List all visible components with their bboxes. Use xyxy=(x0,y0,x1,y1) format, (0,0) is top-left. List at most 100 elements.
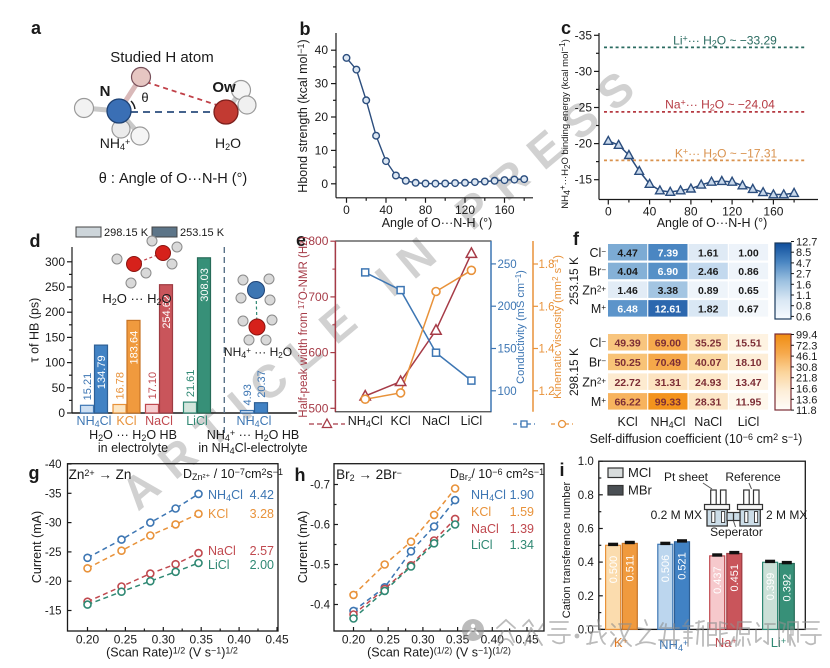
svg-text:160: 160 xyxy=(494,203,514,217)
svg-text:τ of HB (ps): τ of HB (ps) xyxy=(28,298,42,363)
svg-text:LiCl: LiCl xyxy=(186,414,208,428)
svg-text:H2O: H2O xyxy=(215,135,241,152)
svg-text:80: 80 xyxy=(684,205,698,219)
svg-text:500: 500 xyxy=(308,401,328,415)
svg-text:-35: -35 xyxy=(45,488,62,500)
svg-text:15.21: 15.21 xyxy=(82,373,94,401)
svg-text:298.15 K: 298.15 K xyxy=(567,348,581,396)
svg-text:h: h xyxy=(295,465,306,485)
svg-text:40: 40 xyxy=(379,203,393,217)
svg-text:KCl: KCl xyxy=(116,414,136,428)
svg-text:0.30: 0.30 xyxy=(411,633,435,647)
svg-text:120: 120 xyxy=(455,203,475,217)
svg-text:NH4+ ··· H2O: NH4+ ··· H2O xyxy=(224,345,292,360)
svg-text:1.2: 1.2 xyxy=(539,386,555,398)
svg-text:0.8: 0.8 xyxy=(796,301,811,313)
svg-text:134.79: 134.79 xyxy=(96,355,108,389)
svg-text:0.45: 0.45 xyxy=(265,633,289,647)
svg-text:KCl: KCl xyxy=(208,507,228,521)
svg-text:1.8: 1.8 xyxy=(539,259,555,271)
svg-text:c: c xyxy=(561,18,571,38)
svg-text:MBr: MBr xyxy=(628,483,653,498)
svg-text:NH4Cl: NH4Cl xyxy=(471,488,506,503)
svg-text:NH4+: NH4+ xyxy=(100,135,131,152)
svg-text:4.7: 4.7 xyxy=(796,258,811,270)
svg-text:-15: -15 xyxy=(45,606,62,618)
svg-text:NH4+···H2O binding energy (kca: NH4+···H2O binding energy (kcal mol−1) xyxy=(558,39,572,209)
svg-text:69.00: 69.00 xyxy=(655,338,681,350)
svg-text:0.89: 0.89 xyxy=(698,285,719,297)
svg-text:50: 50 xyxy=(52,381,66,395)
svg-text:4.47: 4.47 xyxy=(617,248,638,260)
svg-text:KCl: KCl xyxy=(391,414,411,428)
svg-text:50.25: 50.25 xyxy=(614,357,640,369)
svg-text:600: 600 xyxy=(308,346,328,360)
svg-text:12.61: 12.61 xyxy=(655,304,681,316)
svg-text:Studied H atom: Studied H atom xyxy=(110,49,213,66)
svg-text:200: 200 xyxy=(45,305,65,319)
svg-text:1.6: 1.6 xyxy=(539,301,555,313)
svg-text:0.20: 0.20 xyxy=(342,633,366,647)
svg-text:1.4: 1.4 xyxy=(539,344,556,356)
svg-text:H2O ··· H2O HB: H2O ··· H2O HB xyxy=(89,428,177,443)
svg-text:100: 100 xyxy=(45,356,65,370)
svg-text:LiCl: LiCl xyxy=(461,414,483,428)
svg-text:θ : Angle of O···N-H (°): θ : Angle of O···N-H (°) xyxy=(99,171,247,187)
svg-text:0: 0 xyxy=(58,406,65,420)
svg-text:0: 0 xyxy=(321,177,328,191)
svg-text:1.6: 1.6 xyxy=(796,279,811,291)
svg-text:NaCl: NaCl xyxy=(145,414,173,428)
svg-text:NaCl: NaCl xyxy=(208,544,236,558)
svg-text:253.15 K: 253.15 K xyxy=(180,227,225,239)
svg-text:0.20: 0.20 xyxy=(76,633,100,647)
svg-text:Angle of O···N-H (°): Angle of O···N-H (°) xyxy=(657,216,768,230)
svg-text:0.25: 0.25 xyxy=(377,633,401,647)
svg-text:0.500: 0.500 xyxy=(608,556,620,584)
svg-text:150: 150 xyxy=(498,344,517,356)
svg-text:Seperator: Seperator xyxy=(710,525,763,539)
svg-text:-0.5: -0.5 xyxy=(310,560,330,572)
svg-text:0.40: 0.40 xyxy=(481,633,505,647)
svg-text:11.95: 11.95 xyxy=(736,397,762,409)
svg-text:NaCl: NaCl xyxy=(471,522,499,536)
svg-text:(Scan Rate)(1/2) (V s−1)(1/2): (Scan Rate)(1/2) (V s−1)(1/2) xyxy=(367,646,511,660)
svg-text:-20: -20 xyxy=(45,576,62,588)
svg-text:2.7: 2.7 xyxy=(796,269,811,281)
svg-text:253.15 K: 253.15 K xyxy=(567,257,581,305)
svg-text:g: g xyxy=(29,463,40,483)
svg-text:NaCl: NaCl xyxy=(422,414,450,428)
svg-text:21.8: 21.8 xyxy=(796,373,817,385)
svg-text:70.49: 70.49 xyxy=(655,357,681,369)
svg-text:-40: -40 xyxy=(45,459,62,471)
svg-text:0.451: 0.451 xyxy=(729,564,741,592)
svg-text:1.0: 1.0 xyxy=(578,456,594,468)
svg-text:16.78: 16.78 xyxy=(114,372,126,400)
svg-text:0.35: 0.35 xyxy=(446,633,470,647)
svg-text:-30: -30 xyxy=(45,518,62,530)
svg-text:800: 800 xyxy=(308,234,328,248)
svg-text:0.399: 0.399 xyxy=(765,573,777,601)
svg-text:Kinematic viscosity (mm2 s−1): Kinematic viscosity (mm2 s−1) xyxy=(551,255,564,399)
svg-text:-15: -15 xyxy=(575,173,593,187)
svg-text:3.38: 3.38 xyxy=(658,285,679,297)
svg-text:40: 40 xyxy=(315,43,329,57)
svg-text:30.8: 30.8 xyxy=(796,362,817,374)
svg-text:-25: -25 xyxy=(45,547,62,559)
svg-text:8.5: 8.5 xyxy=(796,247,811,259)
svg-text:2.00: 2.00 xyxy=(250,558,274,572)
svg-text:17.10: 17.10 xyxy=(147,372,159,400)
svg-text:1.82: 1.82 xyxy=(698,304,719,316)
svg-text:-0.6: -0.6 xyxy=(310,520,330,532)
svg-text:183.64: 183.64 xyxy=(128,331,140,365)
svg-text:2.57: 2.57 xyxy=(250,544,274,558)
svg-text:M+: M+ xyxy=(591,302,606,316)
svg-text:in electrolyte: in electrolyte xyxy=(98,441,168,455)
svg-text:θ: θ xyxy=(141,90,148,105)
svg-text:250: 250 xyxy=(498,259,517,271)
svg-text:298.15 K: 298.15 K xyxy=(104,227,149,239)
svg-text:0.25: 0.25 xyxy=(114,633,138,647)
svg-text:72.3: 72.3 xyxy=(796,340,817,352)
svg-text:KCl: KCl xyxy=(618,415,638,429)
svg-text:2.46: 2.46 xyxy=(698,266,719,278)
svg-text:0.35: 0.35 xyxy=(190,633,214,647)
